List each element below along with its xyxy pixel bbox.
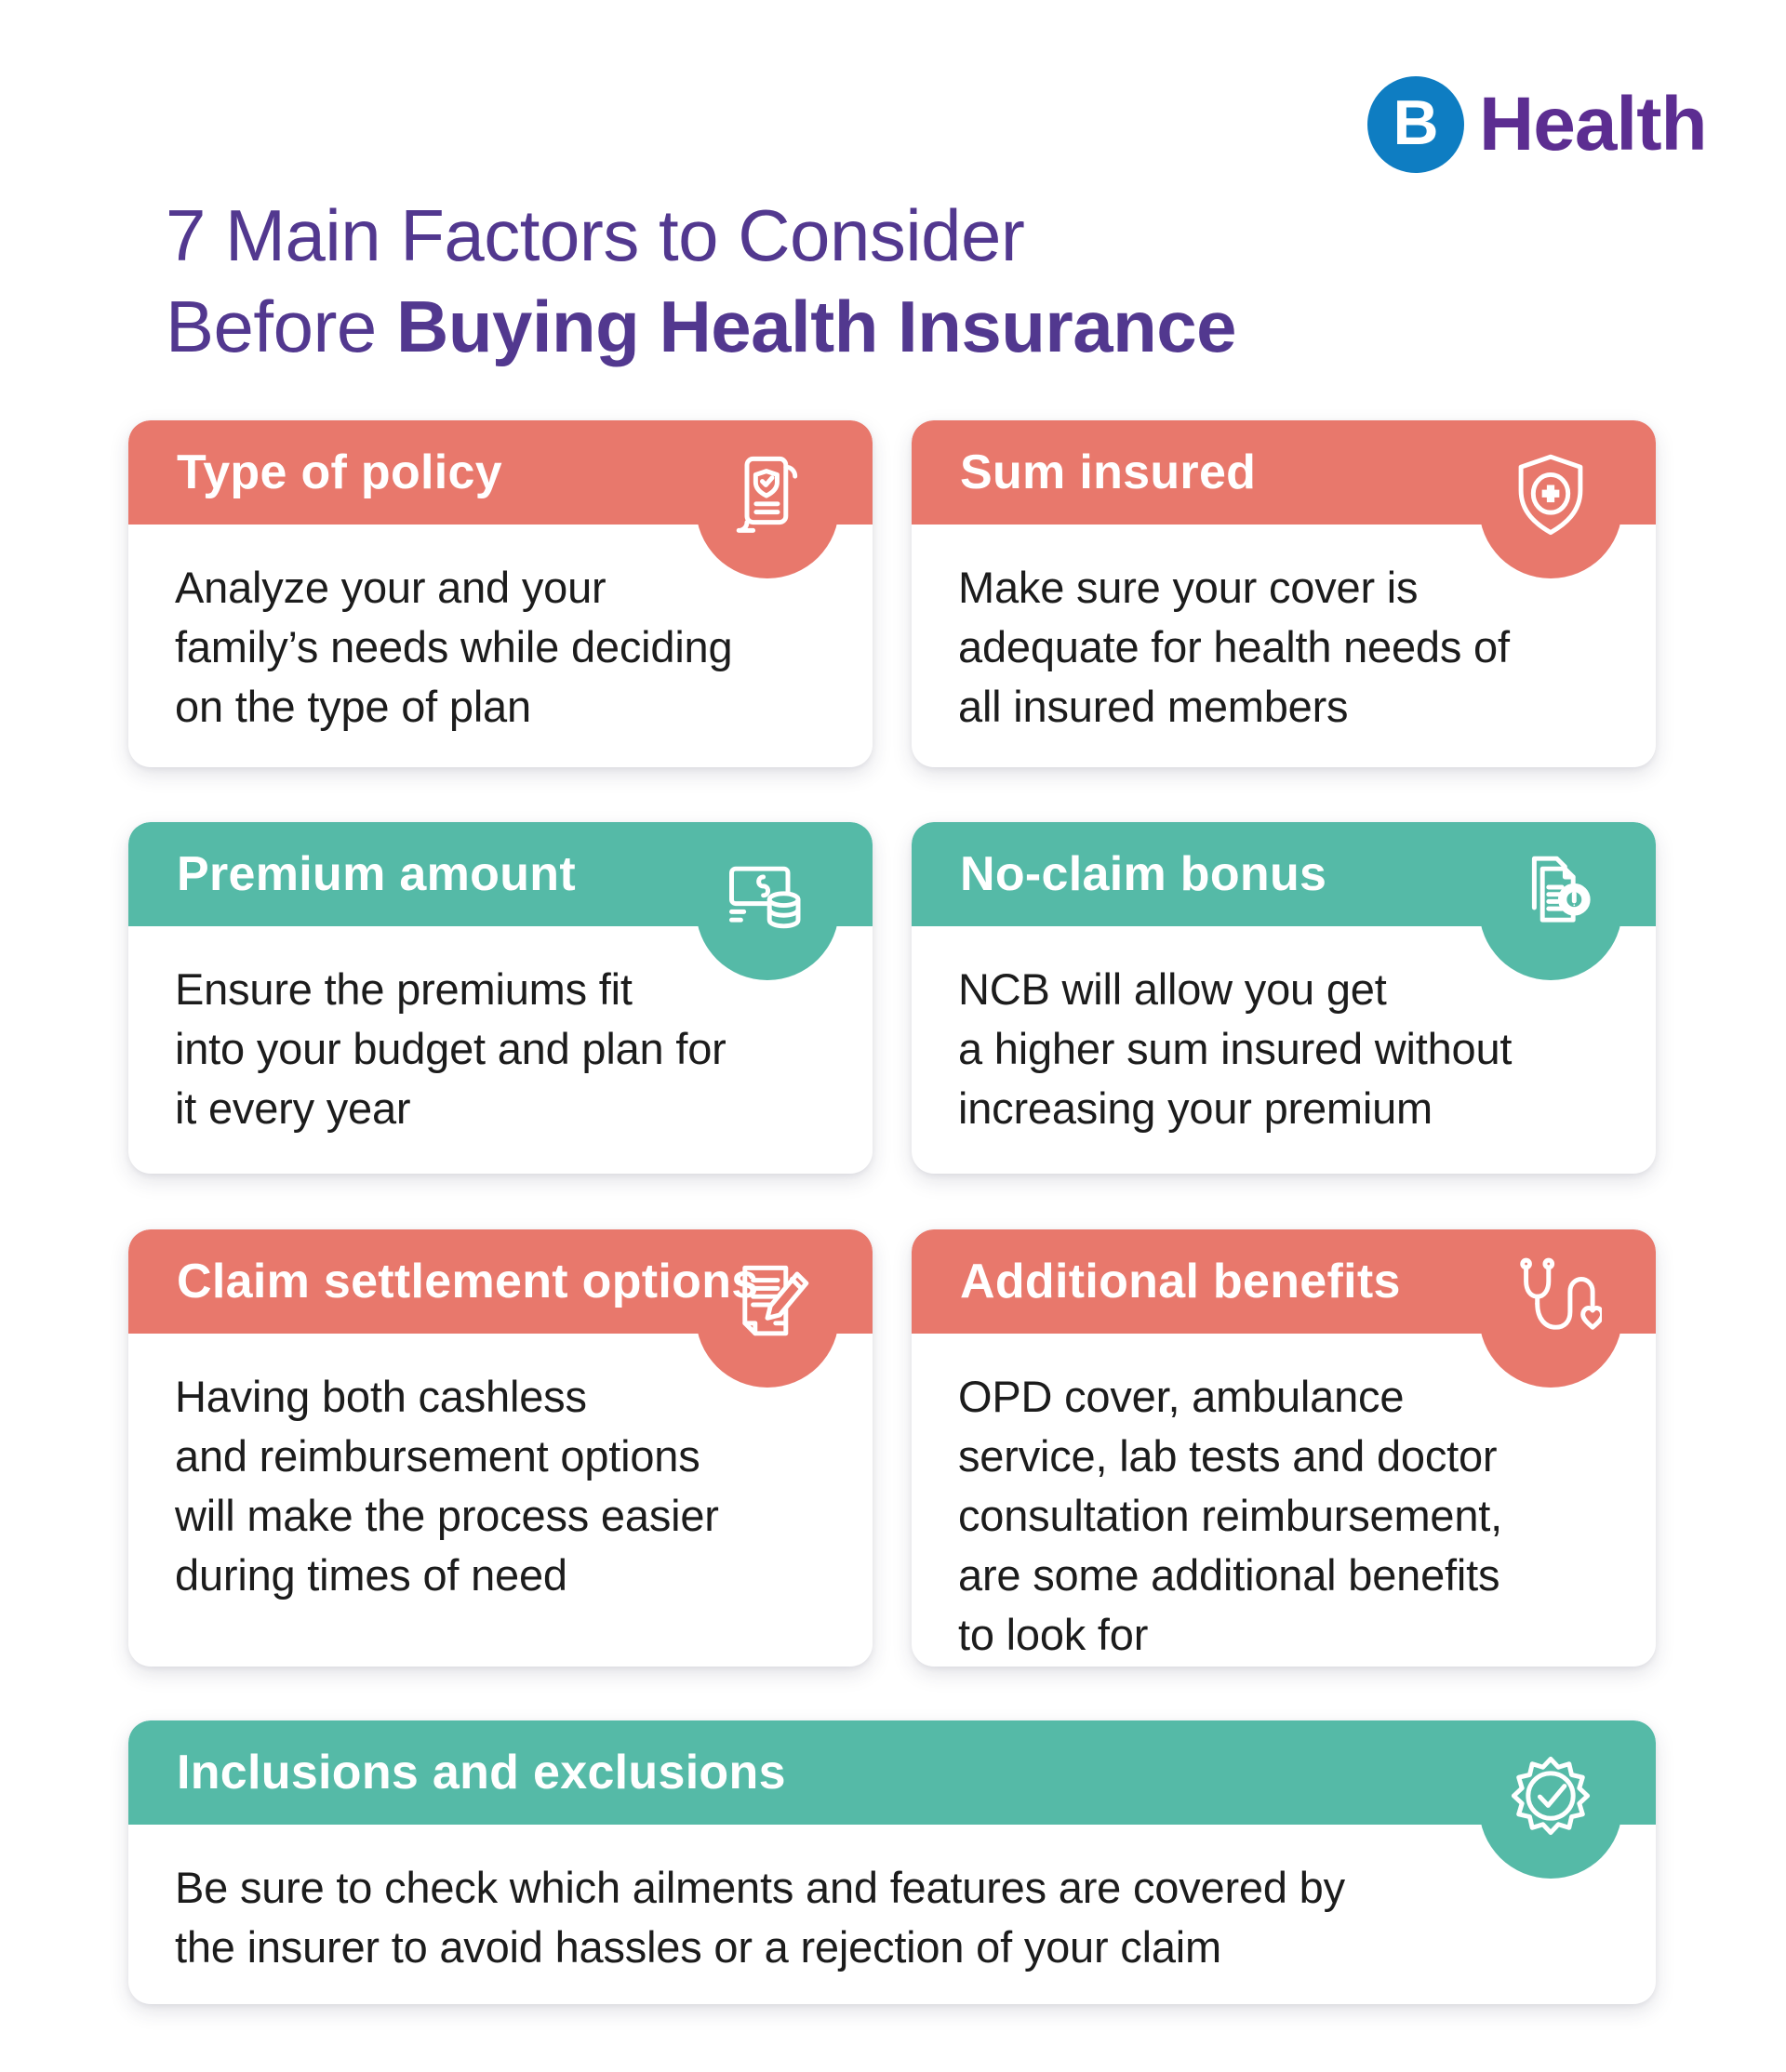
card-header: Inclusions and exclusions [128,1720,1656,1825]
card-title: Claim settlement options [177,1255,759,1308]
card-header: No-claim bonus [912,822,1656,926]
card-premium-amount: Premium amount [128,822,873,1174]
card-sum-insured: Sum insured Make sure your cover is adeq… [912,420,1656,767]
card-row-4: Inclusions and exclusions Be sure to che… [128,1720,1658,2004]
page-title-line1: 7 Main Factors to Consider [166,194,1025,277]
card-description: Make sure your cover is adequate for hea… [958,563,1510,731]
card-grid: Type of policy Analyze your and your fam… [128,420,1658,2004]
card-row-1: Type of policy Analyze your and your fam… [128,420,1658,767]
card-header: Claim settlement options [128,1229,873,1334]
policy-scroll-icon [716,445,819,547]
card-no-claim-bonus: No-claim bonus NCB wil [912,822,1656,1174]
brand-monogram: B [1393,87,1439,158]
shield-cross-icon [1499,445,1602,547]
banknote-coins-icon [716,846,819,949]
document-pencil-icon [716,1254,819,1356]
brand-name: Health [1479,82,1708,166]
card-additional-benefits: Additional benefits OPD cover, ambulance… [912,1229,1656,1667]
card-claim-settlement-options: Claim settlement options Having both cas… [128,1229,873,1667]
card-description: NCB will allow you get a higher sum insu… [958,964,1513,1133]
seal-check-icon [1499,1745,1602,1847]
card-title: Sum insured [960,445,1257,499]
card-title: Inclusions and exclusions [177,1746,786,1800]
card-description: Analyze your and your family’s needs whi… [175,563,733,731]
stethoscope-heart-icon [1499,1254,1602,1356]
page-title-line2-regular: Before [166,286,377,368]
card-header: Additional benefits [912,1229,1656,1334]
card-title: No-claim bonus [960,847,1327,901]
card-description: Ensure the premiums fit into your budget… [175,964,726,1133]
card-row-2: Premium amount [128,822,1658,1174]
card-title: Additional benefits [960,1255,1401,1308]
card-row-3: Claim settlement options Having both cas… [128,1229,1658,1667]
card-description: Having both cashless and reimbursement o… [175,1372,719,1600]
card-title: Premium amount [177,847,576,901]
card-title: Type of policy [177,445,502,499]
page-title-line2-bold: Buying Health Insurance [395,286,1237,368]
document-badge-icon [1499,846,1602,949]
card-description: Be sure to check which ailments and feat… [175,1863,1345,1972]
brand-logo-mark: B [1367,76,1464,173]
page-title: 7 Main Factors to Consider Before Buying… [166,190,1237,372]
card-header: Premium amount [128,822,873,926]
brand-logo: B Health [1367,76,1708,173]
card-description: OPD cover, ambulance service, lab tests … [958,1372,1502,1659]
card-type-of-policy: Type of policy Analyze your and your fam… [128,420,873,767]
card-inclusions-and-exclusions: Inclusions and exclusions Be sure to che… [128,1720,1656,2004]
card-header: Sum insured [912,420,1656,525]
